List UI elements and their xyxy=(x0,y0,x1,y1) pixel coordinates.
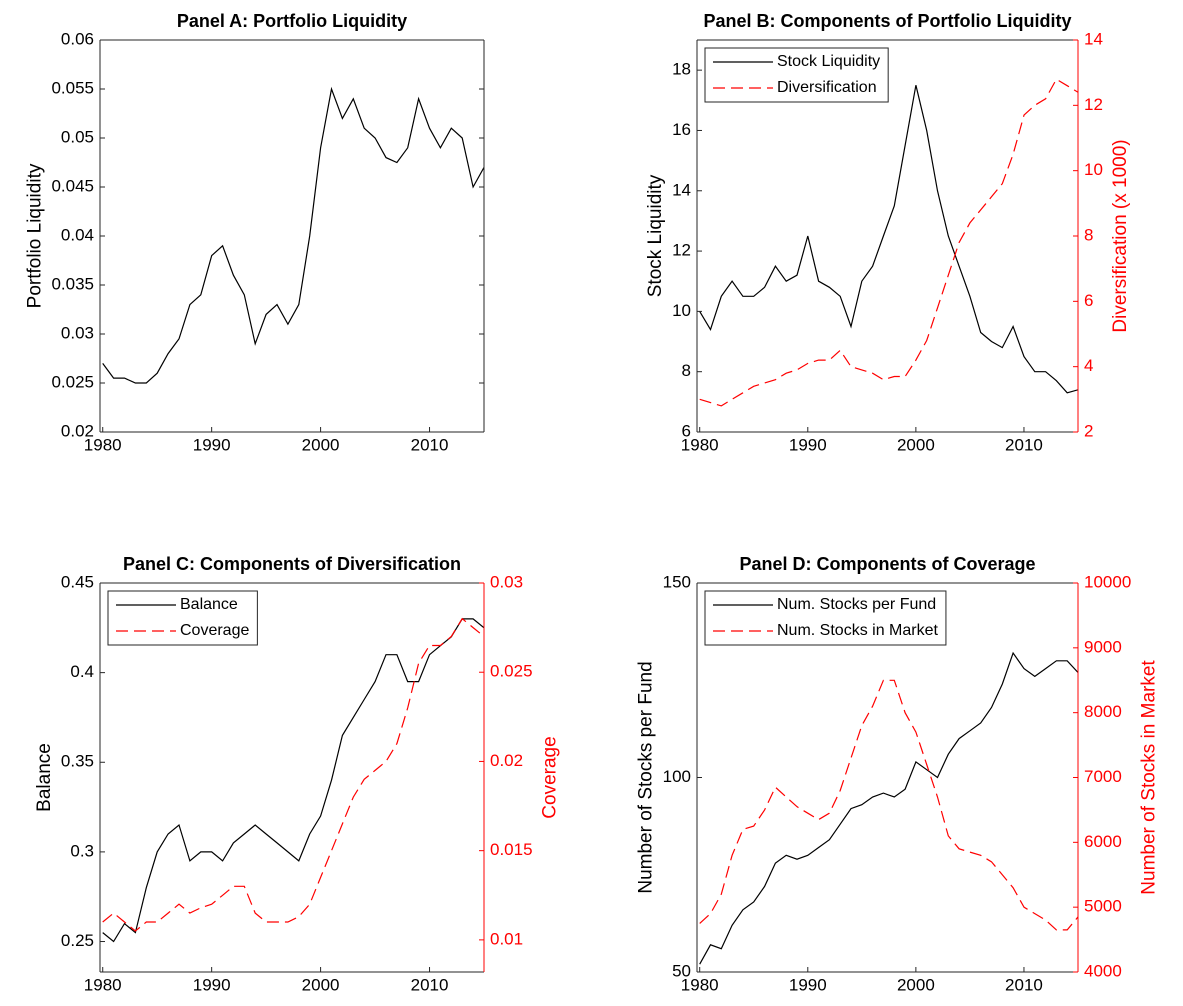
x-tick-label: 2000 xyxy=(897,435,935,454)
y2-axis-label: Diversification (x 1000) xyxy=(1110,139,1131,332)
y2-tick-label: 5000 xyxy=(1084,897,1122,916)
y-tick-label: 0.3 xyxy=(70,841,94,860)
y-tick-label: 0.06 xyxy=(61,29,94,48)
y2-tick-label: 4000 xyxy=(1084,961,1122,980)
series-line xyxy=(699,78,1078,407)
y2-tick-label: 0.03 xyxy=(490,572,523,591)
y-tick-label: 8 xyxy=(682,361,691,380)
y2-tick-label: 14 xyxy=(1084,29,1103,48)
y-tick-label: 0.055 xyxy=(51,78,94,97)
chart-title: Panel C: Components of Diversification xyxy=(123,554,461,574)
legend-label: Balance xyxy=(180,596,238,613)
y2-tick-label: 0.02 xyxy=(490,751,523,770)
y2-axis-label: Number of Stocks in Market xyxy=(1138,660,1159,895)
legend-label: Coverage xyxy=(180,622,249,639)
plot-area xyxy=(100,40,484,432)
y2-axis-label: Coverage xyxy=(540,736,561,818)
x-tick-label: 2010 xyxy=(411,435,449,454)
series-line xyxy=(102,86,484,384)
legend-label: Diversification xyxy=(777,79,877,96)
y2-tick-label: 0.01 xyxy=(490,929,523,948)
x-tick-label: 1990 xyxy=(193,435,231,454)
y2-tick-label: 10000 xyxy=(1084,572,1131,591)
y2-tick-label: 2 xyxy=(1084,421,1093,440)
y2-tick-label: 4 xyxy=(1084,356,1093,375)
y-tick-label: 18 xyxy=(672,60,691,79)
x-tick-label: 1980 xyxy=(84,435,122,454)
y-tick-label: 100 xyxy=(663,767,691,786)
y-tick-label: 150 xyxy=(663,572,691,591)
y2-tick-label: 0.025 xyxy=(490,662,533,681)
plot-area xyxy=(697,40,1078,432)
plot-group xyxy=(699,78,1078,407)
y-tick-label: 14 xyxy=(672,180,691,199)
chart-title: Panel D: Components of Coverage xyxy=(739,554,1035,574)
legend-label: Num. Stocks in Market xyxy=(777,622,938,639)
y-tick-label: 0.05 xyxy=(61,127,94,146)
y-tick-label: 0.045 xyxy=(51,176,94,195)
y-tick-label: 0.25 xyxy=(61,931,94,950)
y2-tick-label: 6 xyxy=(1084,291,1093,310)
legend-label: Stock Liquidity xyxy=(777,53,880,70)
x-tick-label: 2000 xyxy=(302,975,340,994)
x-tick-label: 2000 xyxy=(302,435,340,454)
y2-tick-label: 9000 xyxy=(1084,637,1122,656)
y-axis-label: Portfolio Liquidity xyxy=(24,163,45,308)
y-tick-label: 0.45 xyxy=(61,572,94,591)
y2-tick-label: 12 xyxy=(1084,95,1103,114)
legend-box xyxy=(704,590,947,646)
y-tick-label: 12 xyxy=(672,241,691,260)
y-tick-label: 0.02 xyxy=(61,421,94,440)
y-axis-label: Balance xyxy=(34,743,55,812)
series-line xyxy=(699,679,1078,931)
x-tick-label: 1990 xyxy=(789,435,827,454)
plot-group xyxy=(699,651,1078,965)
chart-title: Panel A: Portfolio Liquidity xyxy=(177,11,407,31)
plot-group xyxy=(102,86,484,384)
series-line xyxy=(102,617,484,932)
x-tick-label: 1980 xyxy=(84,975,122,994)
y-tick-label: 0.035 xyxy=(51,274,94,293)
plot-area xyxy=(697,583,1078,972)
x-tick-label: 2010 xyxy=(1005,975,1043,994)
x-tick-label: 1980 xyxy=(681,975,719,994)
y-axis-label: Number of Stocks per Fund xyxy=(636,661,657,893)
y2-tick-label: 6000 xyxy=(1084,832,1122,851)
y-tick-label: 6 xyxy=(682,421,691,440)
x-tick-label: 2000 xyxy=(897,975,935,994)
y2-tick-label: 7000 xyxy=(1084,767,1122,786)
x-tick-label: 2010 xyxy=(411,975,449,994)
y-tick-label: 0.04 xyxy=(61,225,94,244)
y2-tick-label: 10 xyxy=(1084,160,1103,179)
y2-tick-label: 0.015 xyxy=(490,840,533,859)
y-tick-label: 0.03 xyxy=(61,323,94,342)
legend-label: Num. Stocks per Fund xyxy=(777,596,936,613)
chart-title: Panel B: Components of Portfolio Liquidi… xyxy=(704,11,1072,31)
y2-tick-label: 8000 xyxy=(1084,702,1122,721)
y-tick-label: 50 xyxy=(672,961,691,980)
x-tick-label: 1980 xyxy=(681,435,719,454)
series-line xyxy=(699,651,1078,965)
y-tick-label: 0.025 xyxy=(51,372,94,391)
y-tick-label: 0.4 xyxy=(70,662,94,681)
y2-tick-label: 8 xyxy=(1084,225,1093,244)
y-tick-label: 16 xyxy=(672,120,691,139)
y-tick-label: 10 xyxy=(672,301,691,320)
legend-box xyxy=(704,47,889,103)
y-axis-label: Stock Liquidity xyxy=(645,174,666,297)
plot-area xyxy=(100,583,484,972)
series-line xyxy=(699,85,1078,394)
plot-group xyxy=(102,617,484,943)
x-tick-label: 1990 xyxy=(193,975,231,994)
y-tick-label: 0.35 xyxy=(61,752,94,771)
series-line xyxy=(102,618,484,943)
x-tick-label: 1990 xyxy=(789,975,827,994)
x-tick-label: 2010 xyxy=(1005,435,1043,454)
legend-box xyxy=(107,590,258,646)
